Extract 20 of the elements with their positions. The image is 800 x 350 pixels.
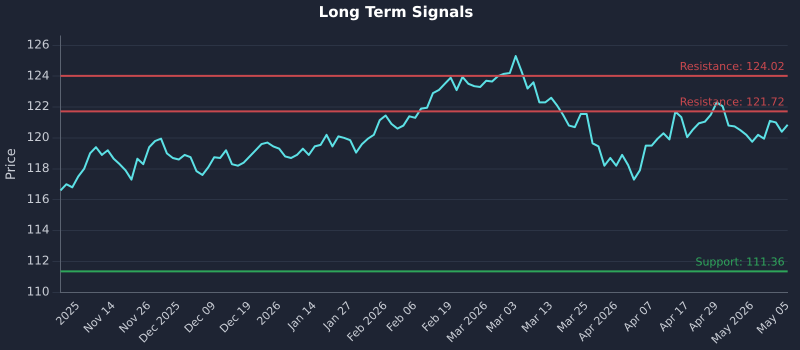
x-tick-label: Apr 07	[620, 298, 656, 334]
y-tick-label: 114	[26, 222, 50, 237]
y-tick-label: 120	[26, 130, 50, 144]
y-tick-label: 116	[26, 192, 50, 206]
x-tick-label: Jan 14	[284, 298, 319, 334]
x-tick-label: Mar 13	[519, 298, 556, 336]
ref-line-label: Resistance: 121.72	[680, 96, 785, 109]
x-tick-label: Dec 19	[217, 298, 254, 336]
y-axis-title: Price	[4, 148, 20, 180]
ref-line-label: Resistance: 124.02	[680, 60, 785, 74]
x-tick-label: Nov 14	[81, 298, 118, 336]
y-tick-label: 118	[26, 160, 50, 175]
ref-line-label: Support: 111.36	[695, 256, 785, 269]
y-tick-label: 126	[26, 37, 50, 52]
x-tick-label: Dec 09	[182, 298, 218, 336]
y-tick-label: 112	[26, 254, 50, 268]
y-tick-label: 124	[26, 68, 50, 82]
y-tick-label: 110	[26, 284, 50, 298]
y-tick-label: 122	[26, 99, 50, 114]
chart-title: Long Term Signals	[318, 2, 474, 21]
